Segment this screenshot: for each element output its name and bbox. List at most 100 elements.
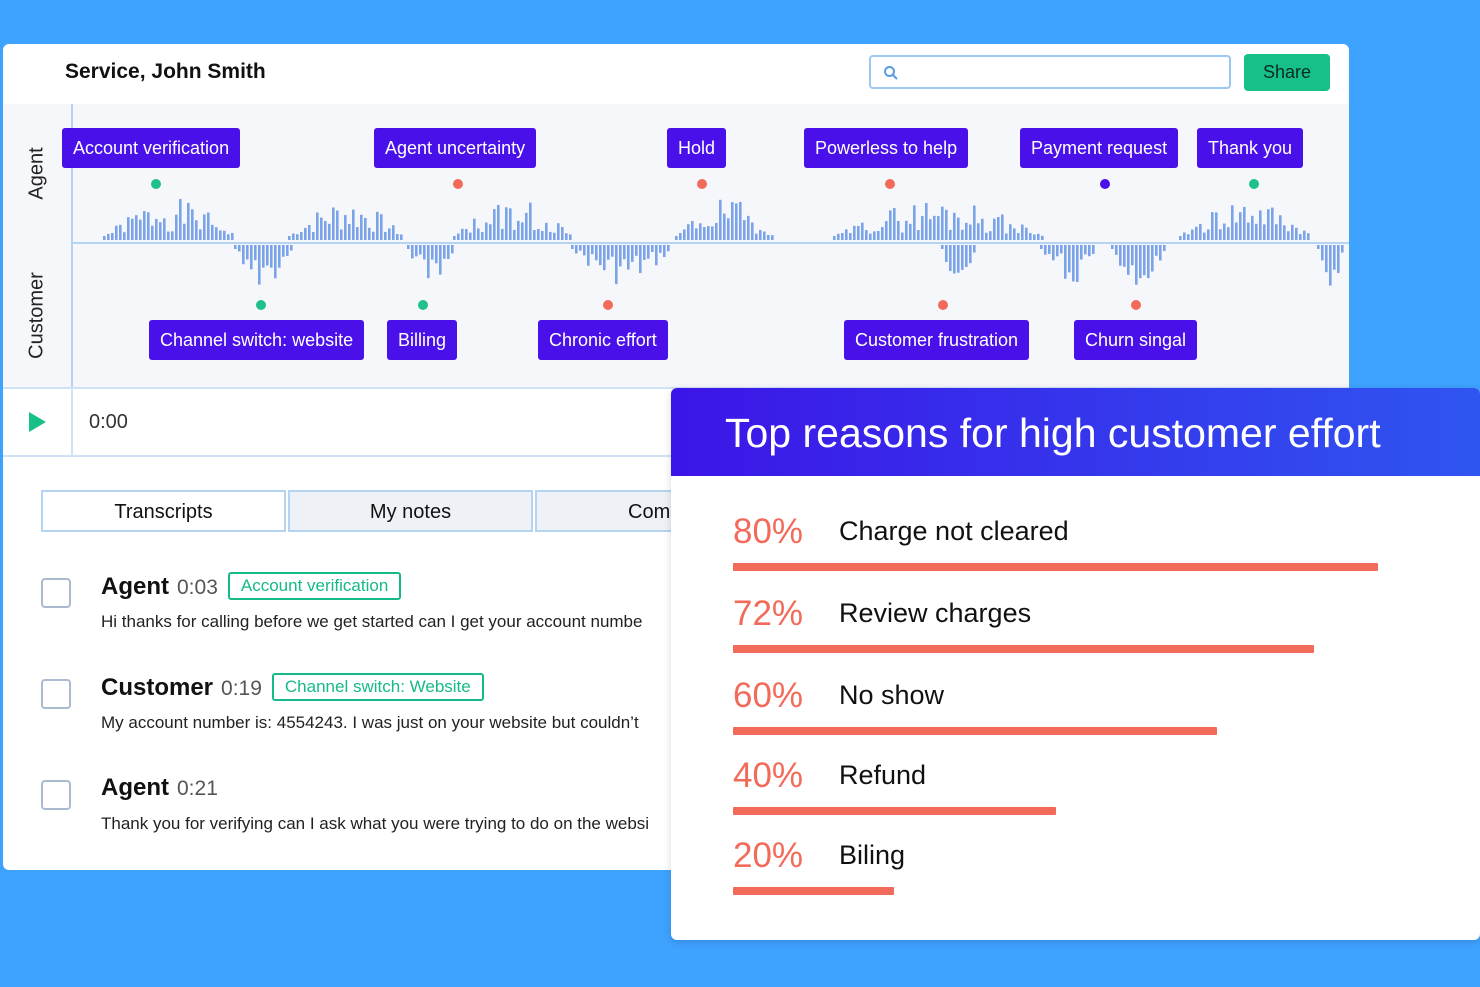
transcript-text: My account number is: 4554243. I was jus…: [101, 713, 639, 732]
waveform-bar: [1263, 224, 1266, 240]
waveform-bar: [743, 220, 746, 240]
waveform-bar: [1299, 234, 1302, 240]
waveform-bar: [957, 245, 960, 273]
waveform-bar: [619, 245, 622, 267]
waveform-bar: [199, 229, 202, 240]
tag-thank-you[interactable]: Thank you: [1197, 128, 1304, 168]
waveform-bar: [453, 236, 456, 240]
tag-hold[interactable]: Hold: [667, 128, 727, 168]
tab-transcripts[interactable]: Transcripts: [41, 490, 286, 532]
header: Service, John Smith Share: [3, 44, 1349, 106]
marker-dot: [453, 179, 463, 189]
waveform-bar: [663, 245, 666, 258]
waveform-bar: [364, 218, 367, 240]
play-button[interactable]: [3, 389, 73, 455]
waveform-bar: [489, 224, 492, 240]
waveform-bar: [1191, 229, 1194, 240]
waveform-bar: [953, 212, 956, 240]
waveform-bar: [461, 228, 464, 240]
waveform-bar: [296, 234, 299, 240]
waveform-bar: [211, 224, 214, 240]
entry-checkbox[interactable]: [41, 578, 71, 608]
tab-my-notes[interactable]: My notes: [288, 490, 533, 532]
waveform-bar: [571, 245, 574, 249]
reason-percent: 20%: [733, 836, 804, 875]
waveform-bar: [505, 207, 508, 240]
waveform-bar: [1195, 226, 1198, 240]
waveform-bar: [191, 209, 194, 240]
waveform-bar: [667, 245, 670, 252]
waveform-bar: [288, 236, 291, 240]
tag-agent-uncertainty[interactable]: Agent uncertainty: [374, 128, 537, 168]
tag-powerless-to-help[interactable]: Powerless to help: [804, 128, 969, 168]
waveform-bar: [941, 206, 944, 240]
waveform-bar: [231, 232, 234, 240]
waveform-bar: [332, 207, 335, 240]
waveform-bar: [1321, 245, 1324, 261]
share-button[interactable]: Share: [1244, 54, 1330, 91]
waveform-bar: [687, 224, 690, 240]
entry-tag[interactable]: Account verification: [227, 572, 402, 600]
reason-percent: 72%: [733, 594, 804, 633]
customer-row-label: Customer: [25, 272, 48, 359]
search-input[interactable]: [869, 55, 1231, 89]
waveform-bar: [897, 221, 900, 240]
waveform-bar: [1151, 245, 1154, 272]
waveform-bar: [965, 222, 968, 240]
waveform-bar: [909, 223, 912, 240]
waveform-bar: [203, 214, 206, 240]
waveform-bar: [985, 232, 988, 240]
tag-billing[interactable]: Billing: [387, 320, 458, 360]
waveform-bar: [1275, 224, 1278, 240]
waveform-bar: [699, 223, 702, 240]
waveform-bar: [925, 203, 928, 240]
waveform-bar: [376, 211, 379, 240]
waveform-bar: [400, 234, 403, 240]
waveform-bar: [1239, 212, 1242, 240]
waveform-bar: [1231, 205, 1234, 240]
waveform-bar: [1044, 245, 1047, 255]
waveform-bar: [1084, 245, 1087, 255]
waveform-bar: [1183, 232, 1186, 240]
waveform-bar: [1247, 222, 1250, 240]
waveform-bar: [1283, 225, 1286, 240]
tag-payment-request[interactable]: Payment request: [1020, 128, 1179, 168]
waveform-bar: [119, 224, 122, 240]
waveform-bar: [167, 231, 170, 240]
waveform-bar: [223, 230, 226, 240]
tag-channel-switch[interactable]: Channel switch: website: [149, 320, 365, 360]
waveform-bar: [961, 229, 964, 240]
waveform-bar: [1092, 245, 1095, 254]
waveform-bar: [266, 245, 269, 266]
reason-percent: 40%: [733, 756, 804, 795]
waveform-bar: [977, 223, 980, 240]
waveform-bar: [679, 232, 682, 240]
waveform-bar: [443, 245, 446, 259]
waveform-bar: [1291, 224, 1294, 240]
waveform-bar: [175, 214, 178, 240]
playback-time: 0:00: [89, 411, 128, 433]
tag-customer-frustration[interactable]: Customer frustration: [844, 320, 1030, 360]
waveform-bar: [949, 245, 952, 272]
waveform-bar: [969, 245, 972, 264]
tag-churn-signal[interactable]: Churn singal: [1074, 320, 1198, 360]
waveform-bar: [135, 215, 138, 240]
waveform-bar: [131, 218, 134, 240]
entry-tag[interactable]: Channel switch: Website: [271, 673, 484, 701]
waveform-bar: [360, 214, 363, 240]
tag-chronic-effort[interactable]: Chronic effort: [538, 320, 668, 360]
speaker-line: Agent 0:21: [101, 774, 218, 802]
waveform-bar: [111, 233, 114, 240]
waveform-bar: [290, 245, 293, 251]
entry-checkbox[interactable]: [41, 679, 71, 709]
waveform-bar: [1005, 233, 1008, 240]
speaker-line: Customer 0:19 Channel switch: Website: [101, 673, 484, 702]
waveform-bar: [603, 245, 606, 271]
entry-checkbox[interactable]: [41, 780, 71, 810]
timestamp: 0:03: [177, 576, 218, 599]
tag-account-verification[interactable]: Account verification: [62, 128, 241, 168]
waveform-bar: [392, 225, 395, 240]
waveform-bar: [877, 231, 880, 240]
waveform-bar: [274, 245, 277, 279]
waveform-bar: [1041, 235, 1044, 240]
